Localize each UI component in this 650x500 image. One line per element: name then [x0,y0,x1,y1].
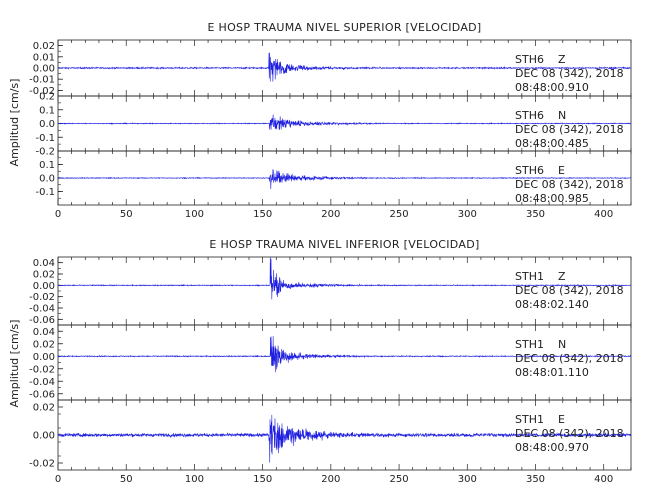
y-tick-label: -0.02 [29,86,55,97]
component-name: N [558,109,566,122]
y-tick-label: 0.02 [33,339,55,350]
x-tick-label: 350 [526,209,545,220]
x-tick-label: 200 [321,474,340,485]
y-tick-label: -0.02 [29,364,55,375]
y-tick-label: 0.01 [33,52,55,63]
station-label: STH6 Z [515,53,566,66]
panel-inferior: E HOSP TRAUMA NIVEL INFERIOR [VELOCIDAD]… [8,238,632,485]
y-tick-label: 0.0 [39,174,55,185]
time-label: 08:48:00.985 [515,192,589,205]
x-tick-label: 400 [594,209,613,220]
waveform-line [57,336,632,373]
date-label: DEC 08 (342), 2018 [515,427,624,440]
y-tick-label: -0.1 [35,187,55,198]
station-name: STH1 [515,413,544,426]
station-name: STH6 [515,164,544,177]
x-tick-label: 250 [390,209,409,220]
y-tick-label: 0.02 [33,270,55,281]
waveform-line [57,256,631,300]
time-label: 08:48:02.140 [515,298,589,311]
chart-title: E HOSP TRAUMA NIVEL SUPERIOR [VELOCIDAD] [207,21,481,34]
station-name: STH6 [515,53,544,66]
y-tick-label: 0.2 [39,92,55,103]
component-name: E [558,164,565,177]
y-tick-label: -0.06 [29,315,55,326]
date-label: DEC 08 (342), 2018 [515,67,624,80]
y-tick-label: 0.04 [33,327,55,338]
station-name: STH1 [515,270,544,283]
time-label: 08:48:00.910 [515,81,589,94]
y-tick-label: 0.02 [33,41,55,52]
y-tick-label: 0.0 [39,119,55,130]
y-tick-label: -0.2 [35,147,55,158]
x-tick-label: 400 [594,474,613,485]
x-tick-label: 200 [321,209,340,220]
x-tick-label: 300 [458,474,477,485]
time-label: 08:48:00.485 [515,137,589,150]
x-tick-label: 100 [185,474,204,485]
station-label: STH6 E [515,164,565,177]
y-tick-label: -0.06 [29,389,55,400]
station-label: STH6 N [515,109,566,122]
station-label: STH1 Z [515,270,566,283]
station-name: STH1 [515,338,544,351]
y-tick-label: 0.00 [33,352,55,363]
y-tick-label: -0.02 [29,292,55,303]
y-tick-label: -0.01 [29,75,55,86]
x-tick-label: 100 [185,209,204,220]
chart-title: E HOSP TRAUMA NIVEL INFERIOR [VELOCIDAD] [209,238,479,251]
date-label: DEC 08 (342), 2018 [515,123,624,136]
y-tick-label: -0.04 [29,304,55,315]
y-tick-label: 0.00 [33,281,55,292]
y-tick-label: 0.1 [39,160,55,171]
y-tick-label: 0.00 [33,64,55,75]
x-tick-label: 250 [390,474,409,485]
date-label: DEC 08 (342), 2018 [515,284,624,297]
date-label: DEC 08 (342), 2018 [515,352,624,365]
x-tick-label: 150 [253,474,272,485]
waveform-line [57,414,632,463]
component-name: N [558,338,566,351]
station-label: STH1 E [515,413,565,426]
y-axis-label: Amplitud [cm/s] [8,79,21,167]
y-tick-label: 0.1 [39,105,55,116]
station-name: STH6 [515,109,544,122]
y-tick-label: 0.02 [33,403,55,414]
component-name: E [558,413,565,426]
x-tick-label: 0 [55,474,61,485]
x-tick-label: 350 [526,474,545,485]
x-tick-label: 50 [120,474,133,485]
x-tick-label: 150 [253,209,272,220]
component-name: Z [558,53,566,66]
time-label: 08:48:01.110 [515,366,589,379]
y-axis-label: Amplitud [cm/s] [8,320,21,408]
y-tick-label: -0.1 [35,133,55,144]
y-tick-label: 0.04 [33,258,55,269]
date-label: DEC 08 (342), 2018 [515,178,624,191]
x-tick-label: 0 [55,209,61,220]
x-tick-label: 50 [120,209,133,220]
y-tick-label: -0.04 [29,377,55,388]
y-tick-label: -0.02 [29,459,55,470]
waveform-line [57,52,632,82]
x-tick-label: 300 [458,209,477,220]
waveform-line [57,169,632,190]
y-tick-label: 0.00 [33,431,55,442]
station-label: STH1 N [515,338,566,351]
component-name: Z [558,270,566,283]
time-label: 08:48:00.970 [515,441,589,454]
waveform-line [57,114,632,130]
panel-superior: E HOSP TRAUMA NIVEL SUPERIOR [VELOCIDAD]… [8,21,632,220]
